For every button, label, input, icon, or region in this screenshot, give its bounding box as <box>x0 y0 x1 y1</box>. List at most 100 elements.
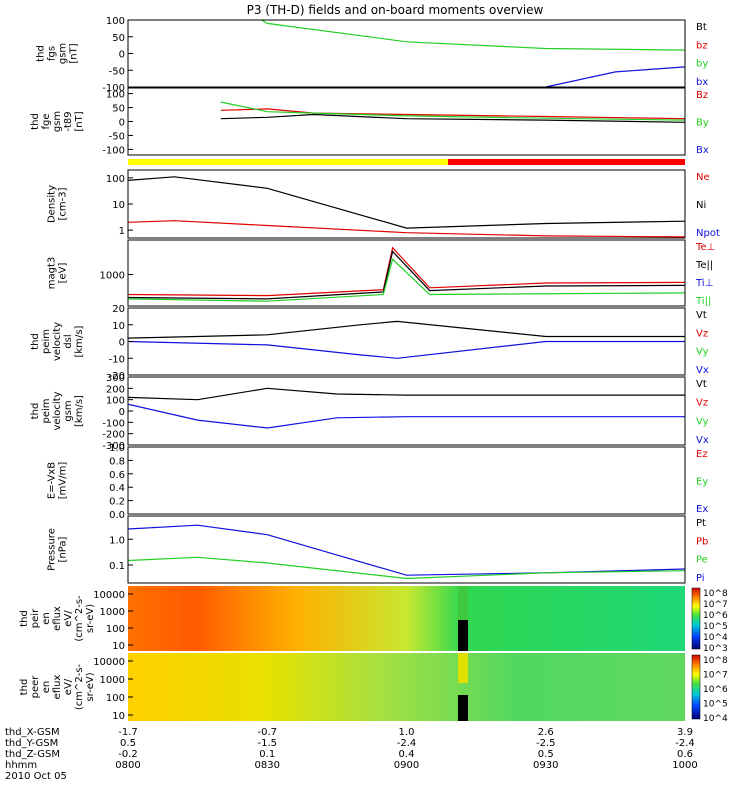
series-Vt <box>128 320 685 339</box>
data-gap <box>458 620 468 651</box>
series-Ni <box>128 176 685 229</box>
ytick-label: -50 <box>109 66 125 77</box>
ytick-label: -10 <box>109 354 125 365</box>
ytick-label: 200 <box>106 384 125 395</box>
legend-Ey: Ey <box>696 477 708 488</box>
legend-Vt: Vt <box>696 379 707 390</box>
legend-Pt: Pt <box>696 518 706 529</box>
ytick-label: 10000 <box>93 657 125 668</box>
ylabel-line: dsl <box>63 334 74 348</box>
ylabel-line: peim <box>41 398 52 423</box>
ytick-label: -20 <box>109 371 125 382</box>
ytick-label: -300 <box>102 441 125 452</box>
xaxis-value: -1.7 <box>118 727 138 738</box>
xaxis-value: 1.0 <box>399 727 415 738</box>
ylabel-line: [cm-3] <box>58 187 69 220</box>
panel-frame <box>127 239 686 307</box>
series-Vt <box>128 387 685 401</box>
xaxis-value: 0.6 <box>677 749 693 760</box>
legend-Vz: Vz <box>696 398 708 409</box>
data-gap <box>458 695 468 721</box>
colorbar-tick: 10^6 <box>703 685 728 695</box>
ytick-label: 0 <box>119 407 125 418</box>
ylabel-line: eflux <box>52 675 63 700</box>
ytick-label: -200 <box>102 430 125 441</box>
xaxis-value: 2.6 <box>538 727 554 738</box>
ylabel-line: eV/ <box>63 610 74 627</box>
colorbar-peir <box>691 587 701 650</box>
ytick-label: 100 <box>106 624 125 635</box>
legend-Vy: Vy <box>696 347 709 358</box>
panel-peer: 10^8 10^7 10^6 10^5 10^4 10000 1000 100 10 thd pee… <box>19 653 728 724</box>
series-by <box>260 20 685 51</box>
ylabel-line: velocity <box>52 322 63 361</box>
ytick-label: 10000 <box>93 590 125 601</box>
panel-frame <box>127 376 686 446</box>
date-label: 2010 Oct 05 <box>5 771 67 782</box>
ytick-label: 0 <box>119 50 125 61</box>
ylabel-line: -t89 <box>63 111 74 131</box>
xaxis-row-label: hhmm <box>5 760 37 771</box>
xaxis-value: 0.5 <box>538 749 554 760</box>
xaxis-value: -2.4 <box>397 738 417 749</box>
colorbar-tick: 10^4 <box>703 714 728 724</box>
legend-Te||: Te|| <box>695 260 713 271</box>
panel-fgs2: Bz By Bx 100 50 0 -50 -100 thd fge gsm -t89 [nT] <box>30 87 709 156</box>
ylabel-line: thd <box>19 679 30 696</box>
colorbar-tick: 10^8 <box>703 656 728 666</box>
ylabel-line: thd <box>19 610 30 627</box>
ytick-label: 10 <box>112 711 125 722</box>
ylabel-line: fgs <box>47 46 58 61</box>
ytick-label: 0.2 <box>109 497 125 508</box>
ylabel-line: magt3 <box>47 257 58 290</box>
legend-Vx: Vx <box>696 365 709 376</box>
xaxis-value: 0900 <box>394 760 419 771</box>
ytick-label: 0 <box>119 338 125 349</box>
ytick-label: 1.0 <box>109 443 125 454</box>
legend-Vt: Vt <box>696 310 707 321</box>
legend-Pi: Pi <box>696 573 705 584</box>
series-Vx <box>128 340 685 359</box>
panel-efield: Ez Ey Ex 1.0 0.8 0.6 0.4 0.2 0.0 E=-VxB [mV/m] <box>47 443 709 521</box>
series-Bx <box>220 113 685 123</box>
legend-bx: bx <box>696 77 708 88</box>
ylabel-line: Density <box>47 185 58 223</box>
colorbar-tick: 10^8 <box>703 589 728 599</box>
ytick-label: 300 <box>106 373 125 384</box>
series-Pi <box>128 524 685 576</box>
ylabel-line: [nPa] <box>58 536 69 562</box>
colorbar-tick: 10^7 <box>703 671 728 681</box>
ytick-label: 50 <box>112 33 125 44</box>
ytick-label: 20 <box>112 304 125 315</box>
legend-Ti⊥: Ti⊥ <box>695 278 713 289</box>
colorbar-tick: 10^5 <box>703 622 728 632</box>
ylabel-line: eflux <box>52 606 63 631</box>
ylabel-line: Pressure <box>47 528 58 571</box>
ylabel-line: [km/s] <box>74 395 85 427</box>
ylabel-line: peim <box>41 329 52 354</box>
legend-Ti||: Ti|| <box>695 296 711 307</box>
xaxis-value: -1.5 <box>257 738 277 749</box>
ytick-label: -100 <box>102 418 125 429</box>
ylabel-line: E=-VxB <box>47 462 58 499</box>
ytick-label: 100 <box>106 396 125 407</box>
ylabel-line: gsm <box>63 400 74 421</box>
ytick-label: 100 <box>106 174 125 185</box>
series-Ti|| <box>128 258 685 302</box>
xaxis-value: -2.5 <box>536 738 556 749</box>
ylabel-line: [km/s] <box>74 325 85 357</box>
spike-band <box>458 586 468 620</box>
ytick-label: 0.0 <box>109 510 125 521</box>
panel-pressure: Pt Pb Pe Pi 1.0 0.1 Pressure [nPa] <box>47 515 708 584</box>
ytick-label: 0.1 <box>109 561 125 572</box>
ytick-label: 0.4 <box>109 483 125 494</box>
legend-Vz: Vz <box>696 328 708 339</box>
ytick-label: 1000 <box>100 271 125 282</box>
ylabel-line: [eV] <box>58 263 69 284</box>
legend-By: By <box>696 118 709 129</box>
mode-bar-fast <box>448 159 685 165</box>
ylabel-line: [nT] <box>69 43 80 63</box>
series-Te⊥ <box>128 246 685 297</box>
ytick-label: -100 <box>102 83 125 94</box>
